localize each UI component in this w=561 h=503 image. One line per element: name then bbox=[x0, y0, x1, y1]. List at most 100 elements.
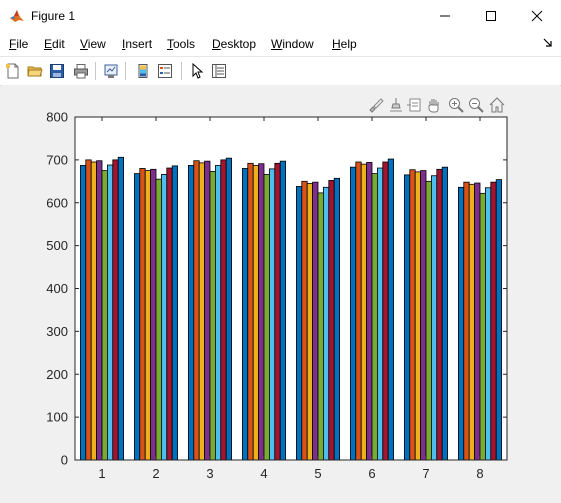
bar bbox=[317, 192, 324, 461]
property-inspector-button[interactable] bbox=[209, 61, 229, 81]
bar bbox=[90, 161, 97, 461]
property-inspector-icon bbox=[212, 64, 226, 78]
zoom-out-button[interactable] bbox=[466, 94, 486, 116]
menu-insert[interactable]: Insert bbox=[122, 37, 153, 51]
menu-edit[interactable]: Edit bbox=[44, 37, 65, 51]
bar bbox=[279, 160, 287, 461]
bar bbox=[198, 162, 205, 461]
insert-colorbar-button[interactable] bbox=[133, 61, 153, 81]
matlab-logo-icon bbox=[10, 10, 24, 22]
bar bbox=[139, 168, 146, 461]
bar bbox=[420, 170, 427, 461]
menu-window[interactable]: Window bbox=[271, 37, 314, 51]
menu-file[interactable]: File bbox=[9, 37, 29, 51]
toolbar-separator bbox=[125, 62, 126, 80]
close-button[interactable] bbox=[514, 0, 560, 32]
y-tick-label: 100 bbox=[46, 410, 68, 425]
brush-button[interactable] bbox=[366, 94, 386, 116]
x-tick-label: 2 bbox=[152, 466, 159, 481]
bar bbox=[349, 166, 357, 461]
minimize-icon bbox=[440, 15, 450, 17]
window-title: Figure 1 bbox=[31, 9, 76, 23]
bar bbox=[328, 180, 335, 461]
bar bbox=[463, 181, 470, 461]
zoom-in-icon bbox=[449, 98, 464, 113]
axes-toolbar bbox=[366, 94, 508, 116]
new-figure-icon bbox=[6, 63, 19, 79]
y-tick-label: 0 bbox=[61, 453, 68, 468]
bar bbox=[204, 160, 211, 461]
bar bbox=[441, 166, 449, 461]
bar bbox=[295, 186, 303, 461]
close-icon bbox=[531, 10, 543, 22]
bar bbox=[457, 186, 465, 461]
bar bbox=[258, 163, 265, 461]
y-tick-label: 700 bbox=[46, 152, 68, 167]
edit-plot-button[interactable] bbox=[187, 61, 207, 81]
bar bbox=[96, 160, 103, 461]
bar bbox=[225, 157, 232, 461]
bar bbox=[144, 170, 151, 461]
data-tips-button[interactable] bbox=[386, 94, 406, 116]
bar bbox=[166, 167, 173, 461]
bar bbox=[333, 177, 341, 461]
menu-help[interactable]: Help bbox=[332, 37, 357, 51]
dock-arrow-icon[interactable] bbox=[543, 38, 553, 48]
bar bbox=[355, 161, 362, 461]
export-button[interactable] bbox=[404, 94, 424, 116]
menu-view[interactable]: View bbox=[80, 37, 106, 51]
edit-plot-icon bbox=[192, 63, 204, 79]
figure-toolbar bbox=[0, 56, 561, 86]
bar bbox=[193, 160, 200, 461]
bar bbox=[479, 192, 486, 461]
open-file-button[interactable] bbox=[25, 61, 45, 81]
bar bbox=[209, 171, 216, 461]
print-icon bbox=[74, 64, 88, 79]
bar bbox=[268, 168, 276, 461]
bar bbox=[252, 165, 259, 461]
bar bbox=[133, 173, 141, 461]
save-button[interactable] bbox=[47, 61, 67, 81]
new-figure-button[interactable] bbox=[3, 61, 23, 81]
menu-desktop[interactable]: Desktop bbox=[212, 37, 257, 51]
restore-view-button[interactable] bbox=[487, 94, 507, 116]
maximize-icon bbox=[486, 11, 496, 21]
insert-colorbar-icon bbox=[138, 64, 148, 78]
insert-legend-button[interactable] bbox=[155, 61, 175, 81]
bar bbox=[468, 183, 476, 461]
x-tick-label: 8 bbox=[476, 466, 483, 481]
bar bbox=[150, 168, 157, 461]
bar bbox=[107, 164, 114, 461]
bar bbox=[312, 181, 319, 461]
bar bbox=[403, 174, 411, 461]
bar bbox=[101, 170, 108, 461]
pan-button[interactable] bbox=[424, 94, 444, 116]
menu-tools[interactable]: Tools bbox=[167, 37, 196, 51]
x-tick-label: 7 bbox=[422, 466, 429, 481]
maximize-button[interactable] bbox=[468, 0, 514, 32]
bar bbox=[474, 182, 481, 461]
bar bbox=[366, 162, 373, 461]
minimize-button[interactable] bbox=[422, 0, 468, 32]
zoom-in-button[interactable] bbox=[446, 94, 466, 116]
bar bbox=[387, 158, 395, 461]
x-tick-label: 5 bbox=[314, 466, 321, 481]
y-tick-label: 600 bbox=[46, 195, 68, 210]
bar bbox=[306, 183, 314, 461]
x-tick-label: 4 bbox=[260, 466, 267, 481]
print-button[interactable] bbox=[71, 61, 91, 81]
link-plot-button[interactable] bbox=[101, 61, 121, 81]
bar bbox=[85, 159, 92, 461]
bar bbox=[414, 171, 422, 461]
bar bbox=[301, 180, 308, 461]
x-tick-label: 6 bbox=[368, 466, 375, 481]
export-icon bbox=[407, 98, 421, 112]
bar bbox=[171, 165, 178, 461]
bar bbox=[187, 165, 195, 461]
bar bbox=[220, 159, 227, 461]
data-tips-icon bbox=[390, 98, 402, 112]
bar bbox=[409, 169, 416, 461]
bar bbox=[263, 174, 270, 461]
toolbar-separator bbox=[181, 62, 182, 80]
